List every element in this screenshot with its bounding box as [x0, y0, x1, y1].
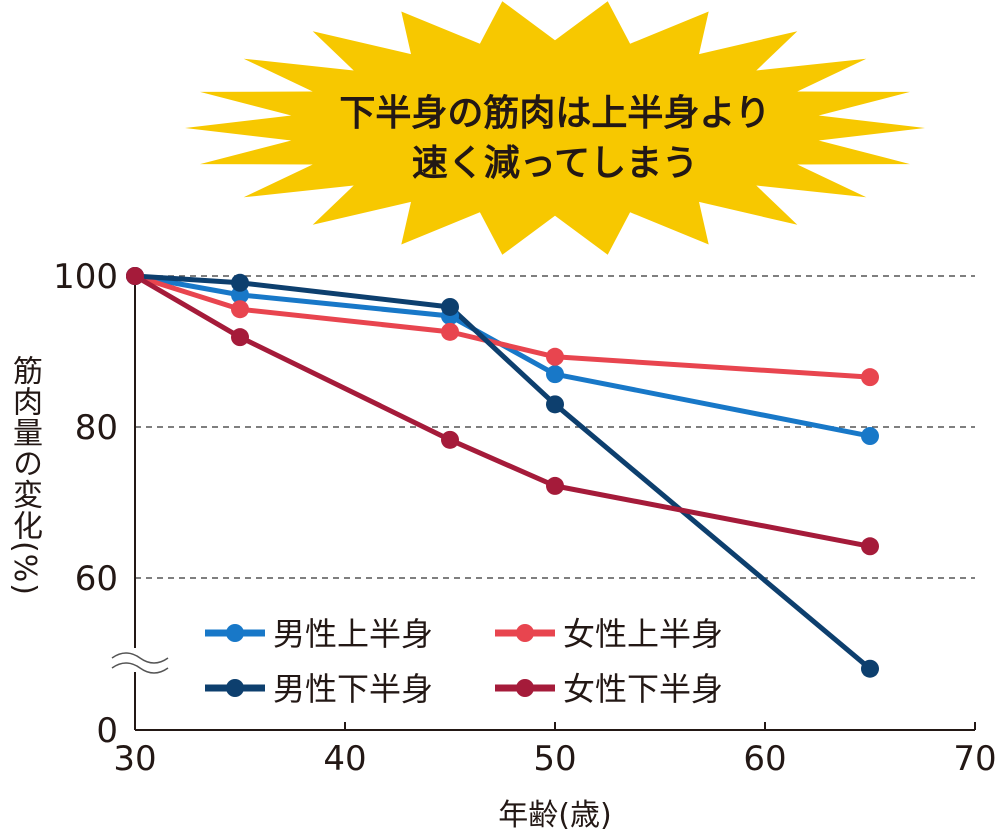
- x-tick-label: 40: [323, 739, 366, 779]
- x-tick-label: 30: [113, 739, 156, 779]
- data-point: [441, 430, 459, 449]
- legend-marker: [516, 624, 534, 642]
- data-point: [231, 328, 249, 347]
- data-point: [546, 347, 564, 366]
- chart-title: 下半身の筋肉は上半身より: [339, 93, 770, 134]
- legend-label: 男性上半身: [273, 615, 433, 653]
- data-point: [546, 365, 564, 384]
- series-line: [133, 273, 871, 549]
- x-tick-label: 60: [743, 739, 786, 779]
- y-tick-label: 0: [96, 711, 118, 751]
- data-point: [861, 368, 879, 387]
- data-point: [126, 267, 144, 285]
- data-point: [441, 297, 459, 316]
- chart-subtitle: 速く減ってしまう: [412, 143, 698, 184]
- x-tick-label: 70: [953, 739, 996, 779]
- data-point: [546, 476, 564, 495]
- data-point: [861, 537, 879, 556]
- title-burst-shape: [185, 1, 925, 255]
- data-point: [861, 659, 879, 678]
- y-tick-label: 60: [75, 559, 118, 599]
- legend-label: 女性下半身: [563, 670, 723, 708]
- data-point: [231, 273, 249, 292]
- x-axis-label: 年齢(歳): [498, 798, 611, 833]
- data-point: [861, 427, 879, 446]
- y-axis-label: 筋肉量の変化(%): [7, 355, 42, 596]
- x-tick-label: 50: [533, 739, 576, 779]
- data-point: [441, 322, 459, 341]
- y-tick-label: 80: [75, 408, 118, 448]
- legend-marker: [516, 679, 534, 697]
- axis-break-icon: [111, 662, 169, 674]
- data-point: [231, 300, 249, 319]
- y-tick-label: 100: [53, 257, 118, 297]
- axis-break-icon: [111, 652, 169, 664]
- legend-label: 女性上半身: [563, 615, 723, 653]
- legend-marker: [226, 679, 244, 697]
- data-point: [546, 395, 564, 414]
- legend-marker: [226, 624, 244, 642]
- legend-label: 男性下半身: [273, 670, 433, 708]
